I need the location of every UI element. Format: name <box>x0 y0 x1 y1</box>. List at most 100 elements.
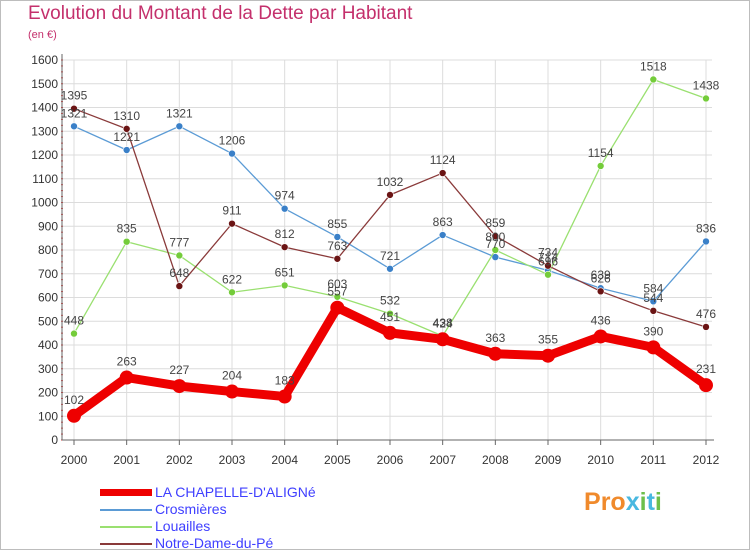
data-label: 183 <box>275 374 295 388</box>
x-tick-label: 2001 <box>113 453 140 467</box>
data-label: 544 <box>643 291 663 305</box>
data-label: 476 <box>696 307 716 321</box>
x-tick-label: 2007 <box>429 453 456 467</box>
data-point <box>175 251 184 260</box>
label-layer: 1321 1221 1321 1206 974 855 721 863 770 714 639 584… <box>61 59 720 406</box>
data-label: 770 <box>485 237 505 251</box>
data-point <box>280 243 289 251</box>
data-label: 227 <box>169 363 189 377</box>
data-label: 734 <box>538 246 558 260</box>
data-label: 424 <box>433 316 453 330</box>
x-tick-label: 2009 <box>535 453 562 467</box>
x-tick-label: 2010 <box>587 453 614 467</box>
data-point <box>225 384 239 399</box>
logo-letter: r <box>600 488 611 516</box>
data-point <box>175 282 184 290</box>
y-tick-label: 200 <box>38 386 58 400</box>
data-label: 696 <box>538 255 558 269</box>
data-label: 763 <box>327 239 347 253</box>
y-tick-label: 100 <box>38 409 58 423</box>
data-point <box>333 233 342 241</box>
data-label: 1321 <box>166 106 193 120</box>
data-label: 532 <box>380 294 400 308</box>
data-point <box>386 191 394 199</box>
data-label: 1154 <box>588 146 614 160</box>
data-label: 855 <box>327 217 347 231</box>
data-point <box>649 306 658 315</box>
data-point <box>67 408 81 423</box>
data-point <box>280 281 289 290</box>
data-point <box>386 309 394 318</box>
y-tick-label: 1500 <box>31 77 58 91</box>
data-point <box>333 254 342 263</box>
data-label: 777 <box>169 235 189 249</box>
data-point <box>228 149 236 158</box>
data-label: 812 <box>275 227 295 241</box>
data-label: 648 <box>169 266 189 280</box>
data-label: 1395 <box>61 89 88 103</box>
chart-title: Evolution du Montant de la Dette par Hab… <box>28 3 413 24</box>
data-point <box>544 270 552 279</box>
data-point <box>702 94 710 103</box>
data-point <box>280 204 289 213</box>
data-point <box>593 329 608 344</box>
logo-letter: i <box>639 488 647 516</box>
data-point <box>435 332 450 347</box>
data-label: 448 <box>64 314 84 328</box>
data-point <box>488 346 503 361</box>
data-label: 390 <box>643 324 663 338</box>
data-point <box>228 219 236 228</box>
chart-unit-label: (en €) <box>28 29 57 41</box>
logo-letter: t <box>646 488 655 516</box>
data-point <box>544 261 552 270</box>
data-label: 1221 <box>113 130 140 144</box>
data-point <box>649 75 658 84</box>
data-point <box>702 237 710 246</box>
data-label: 603 <box>327 277 347 291</box>
data-point <box>649 297 658 306</box>
data-point <box>228 288 236 297</box>
data-point <box>175 122 184 131</box>
x-tick-label: 2004 <box>271 453 298 467</box>
data-label: 436 <box>591 313 611 327</box>
y-tick-label: 900 <box>38 219 58 233</box>
data-label: 1438 <box>693 78 720 92</box>
data-point <box>596 162 605 170</box>
logo-letter: o <box>610 488 626 516</box>
x-tick-label: 2008 <box>482 453 509 467</box>
data-label: 451 <box>380 310 400 324</box>
legend-label-louailles: Louailles <box>155 518 211 534</box>
data-label: 721 <box>380 249 400 263</box>
data-label: 1206 <box>219 134 246 148</box>
data-point <box>383 325 397 340</box>
y-tick-label: 1200 <box>31 148 58 162</box>
data-point <box>122 237 131 246</box>
data-point <box>646 340 661 355</box>
data-point <box>122 125 131 133</box>
data-label: 584 <box>643 281 663 295</box>
logo-letter: x <box>625 488 640 516</box>
data-label: 639 <box>591 268 611 282</box>
data-label: 714 <box>538 250 558 264</box>
data-point <box>330 300 345 315</box>
data-point <box>541 348 555 363</box>
x-tick-label: 2005 <box>324 453 351 467</box>
logo-letter: i <box>654 488 662 516</box>
data-point <box>699 378 713 393</box>
grid-layer <box>62 59 712 441</box>
data-label: 1518 <box>640 59 667 73</box>
data-label: 363 <box>485 331 505 345</box>
legend-swatch-crosmieres <box>100 509 152 511</box>
data-point <box>277 389 292 404</box>
x-tick-label: 2011 <box>640 453 666 467</box>
data-label: 800 <box>485 230 505 244</box>
data-point <box>491 232 500 240</box>
data-label: 1321 <box>61 106 88 120</box>
data-point <box>491 246 500 254</box>
x-tick-label: 2000 <box>61 453 88 467</box>
data-label: 1310 <box>113 109 140 123</box>
data-label: 204 <box>222 369 242 383</box>
legend-label-crosmieres: Crosmières <box>155 501 227 517</box>
y-tick-label: 1000 <box>31 196 58 210</box>
data-point <box>70 104 78 113</box>
